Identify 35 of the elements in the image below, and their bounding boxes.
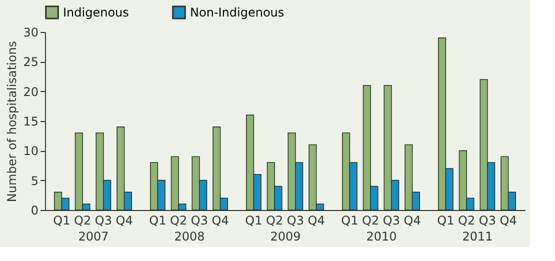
x-tick-label: Q4	[500, 214, 517, 228]
text: 2011	[462, 230, 493, 244]
x-tick-label: Q1	[53, 214, 70, 228]
y-tick-label: 20	[23, 84, 38, 99]
x-tick-label: Q2	[74, 214, 92, 228]
text: 2010	[366, 230, 397, 244]
x-tick-label: Q2	[362, 214, 380, 228]
x-tick-label: Q1	[341, 214, 358, 228]
y-tick-label: 0	[30, 204, 38, 218]
x-tick-label: Q3	[94, 214, 112, 228]
text: 2008	[174, 230, 205, 244]
x-tick-label: Q2	[266, 214, 284, 228]
x-tick-label: Q3	[382, 214, 400, 228]
text: 2007	[78, 230, 109, 244]
y-tick-label: 30	[23, 26, 38, 40]
x-tick-label: Q4	[116, 214, 133, 228]
y-tick-label: 5	[30, 174, 38, 188]
x-tick-label: Q3	[286, 214, 304, 228]
x-tick-label: Q1	[437, 214, 454, 228]
y-axis-title: Number of hospitalisations	[5, 40, 20, 202]
legend-label: Non-Indigenous	[190, 5, 284, 20]
x-tick-label: Q1	[245, 214, 262, 228]
y-tick-label: 25	[23, 55, 38, 70]
x-tick-label: Q1	[149, 214, 166, 228]
x-tick-label: Q2	[170, 214, 188, 228]
legend-label: Indigenous	[63, 5, 129, 20]
x-tick-label: Q3	[190, 214, 208, 228]
y-tick-label: 10	[23, 144, 38, 158]
x-tick-label: Q4	[212, 214, 229, 228]
y-tick-label: 15	[23, 114, 38, 128]
x-tick-label: Q4	[308, 214, 325, 228]
text: 2009	[270, 230, 301, 244]
x-tick-label: Q2	[458, 214, 476, 228]
x-tick-label: Q4	[404, 214, 421, 228]
x-tick-label: Q3	[478, 214, 496, 228]
